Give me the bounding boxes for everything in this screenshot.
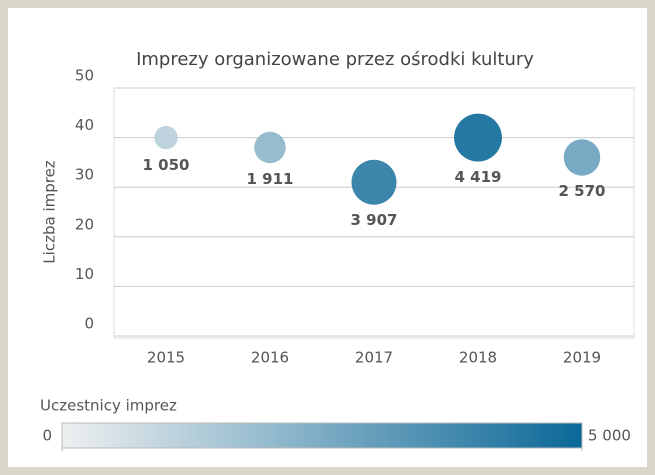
colorbar-tick-label: 0 xyxy=(42,427,52,445)
y-tick-label: 40 xyxy=(75,116,94,134)
colorbar-title: Uczestnicy imprez xyxy=(40,397,177,415)
x-tick-label: 2016 xyxy=(251,349,289,367)
data-label: 3 907 xyxy=(351,211,398,229)
bubble xyxy=(454,113,502,162)
y-tick-label: 50 xyxy=(75,67,94,85)
x-tick-label: 2018 xyxy=(459,349,497,367)
data-label: 1 050 xyxy=(143,156,190,174)
y-tick-label: 20 xyxy=(75,215,94,233)
y-tick-label: 10 xyxy=(75,265,94,283)
bubble xyxy=(351,159,397,205)
bubble xyxy=(154,125,178,150)
y-tick-label: 30 xyxy=(75,166,94,184)
colorbar-tick-label: 5 000 xyxy=(588,427,631,445)
x-tick-label: 2019 xyxy=(563,349,601,367)
x-tick-label: 2017 xyxy=(355,349,393,367)
data-label: 2 570 xyxy=(559,182,606,200)
chart-title: Imprezy organizowane przez ośrodki kultu… xyxy=(136,49,534,70)
y-tick-label: 0 xyxy=(84,315,94,333)
bubble xyxy=(254,131,286,164)
y-axis-title: Liczba imprez xyxy=(41,160,59,263)
bubble xyxy=(563,139,601,176)
x-tick-label: 2015 xyxy=(147,349,185,367)
data-label: 4 419 xyxy=(455,168,502,186)
colorbar xyxy=(61,422,583,449)
data-label: 1 911 xyxy=(247,170,294,188)
